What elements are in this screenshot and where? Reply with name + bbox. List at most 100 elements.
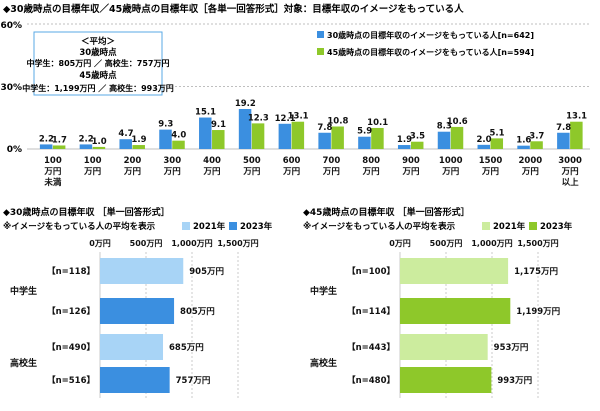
hbar-value-label: 1,199万円 <box>516 307 560 317</box>
bar-45 <box>92 146 106 149</box>
bar-30 <box>238 109 252 149</box>
bar-value-label: 3.5 <box>410 132 425 142</box>
bar-45 <box>212 130 225 149</box>
note-line: ＜平均＞ <box>81 36 115 47</box>
top-chart-title: ◆30歳時点の目標年収／45歳時点の目標年収［各単一回答形式］対象：目標年収のイ… <box>3 3 464 15</box>
bar-30 <box>477 144 491 149</box>
row-n-label: 【n=480】 <box>347 375 395 386</box>
hbar-2021 <box>400 258 509 284</box>
hbar-2021 <box>100 334 164 360</box>
bar-value-label: 9.1 <box>211 120 226 130</box>
note-line: 45歳時点 <box>79 70 117 81</box>
legend-label-30: 30歳時点の目標年収のイメージをもっている人[n=642] <box>327 30 534 40</box>
note-line: 中学生：1,199万円 ／ 高校生：993万円 <box>22 83 174 93</box>
br-chart-title: ◆45歳時点の目標年収 ［単一回答形式］ <box>303 206 470 218</box>
br-chart: 0万円 500万円 1,000万円 1,500万円 1,175万円 【n=100】 1,19… <box>310 239 560 398</box>
bar-45 <box>450 126 464 149</box>
category-label: 300 <box>163 156 181 166</box>
bar-45 <box>291 121 305 149</box>
category-label: 100 <box>44 156 62 166</box>
group-label: 高校生 <box>310 357 337 369</box>
row-n-label: 【n=126】 <box>47 306 95 317</box>
bar-value-label: 15.1 <box>195 108 216 118</box>
bar-value-label: 12.3 <box>248 113 269 123</box>
bar-30 <box>397 145 411 149</box>
bar-value-label: 13.1 <box>566 112 587 122</box>
bar-30 <box>79 144 93 149</box>
hbar-value-label: 1,175万円 <box>514 267 558 277</box>
bl-chart: 0万円 500万円 1,000万円 1,500万円905万円【n=118】805万円【… <box>10 239 259 398</box>
hbar-value-label: 757万円 <box>176 376 211 386</box>
x-tick-label: 0万円 <box>89 239 111 248</box>
bar-value-label: 10.8 <box>327 117 348 127</box>
category-label: 万円 <box>242 167 260 177</box>
bl-legend-swatch-2023 <box>229 222 237 230</box>
category-label: 万円 <box>521 167 539 177</box>
category-label: 600 <box>283 156 301 166</box>
category-label: 万円 <box>203 167 221 177</box>
category-label: 500 <box>243 156 261 166</box>
bar-value-label: 1.9 <box>397 135 412 145</box>
category-label: 万円 <box>441 167 459 177</box>
hbar-2021 <box>100 258 184 284</box>
bl-legend-2023: 2023年 <box>240 221 273 232</box>
y-tick-label: 30% <box>0 83 22 93</box>
bar-value-label: 4.7 <box>118 129 133 139</box>
legend-label-45: 45歳時点の目標年収のイメージをもっている人[n=594] <box>327 47 534 57</box>
bar-30 <box>557 132 570 149</box>
bar-30 <box>159 129 172 149</box>
bar-45 <box>490 138 504 149</box>
bar-30 <box>119 139 132 149</box>
bar-30 <box>278 123 292 149</box>
bar-45 <box>410 141 424 149</box>
bar-value-label: 1.7 <box>52 135 67 145</box>
bar-value-label: 4.0 <box>171 131 186 141</box>
bar-value-label: 12.1 <box>275 114 296 124</box>
hbar-2021 <box>400 334 488 360</box>
bar-30 <box>517 145 530 149</box>
y-tick-label: 60% <box>0 21 22 31</box>
bar-value-label: 5.1 <box>490 128 505 138</box>
category-label: 万円 <box>83 167 101 177</box>
bar-45 <box>570 121 583 149</box>
note-line: 30歳時点 <box>79 47 117 58</box>
row-n-label: 【n=443】 <box>347 342 395 353</box>
category-label: 万円 <box>322 167 340 177</box>
bar-45 <box>331 126 344 149</box>
row-n-label: 【n=118】 <box>47 266 95 277</box>
bar-45 <box>172 140 185 149</box>
br-legend-2023: 2023年 <box>540 221 573 232</box>
category-label: 400 <box>203 156 221 166</box>
top-bars <box>39 109 583 149</box>
bl-legend-swatch-2021 <box>182 222 190 230</box>
bar-value-label: 2.2 <box>39 134 54 144</box>
br-legend-2021: 2021年 <box>493 221 526 232</box>
top-value-labels: 2.21.7 2.21.04.71.99.34.015.19.119.212.3 1… <box>39 99 587 147</box>
category-label: 100 <box>84 156 102 166</box>
category-label: 800 <box>362 156 380 166</box>
average-note-box <box>33 31 163 96</box>
br-legend-swatch-2021 <box>482 222 490 230</box>
bar-45 <box>52 145 66 149</box>
category-label: 2000 <box>518 156 542 166</box>
row-n-label: 【n=100】 <box>347 266 395 277</box>
row-n-label: 【n=490】 <box>47 342 95 353</box>
bar-value-label: 1.0 <box>92 137 107 147</box>
category-label: 万円 <box>163 167 181 177</box>
bar-30 <box>199 117 212 149</box>
category-label: 万円 <box>561 167 579 177</box>
bar-value-label: 1.6 <box>516 136 531 146</box>
x-tick-label: 1,500万円 <box>517 239 558 248</box>
hbar-2023 <box>100 367 170 393</box>
category-label: 1500 <box>479 156 503 166</box>
category-label: 万円 <box>481 167 499 177</box>
bar-30 <box>437 131 451 149</box>
bar-45 <box>251 123 265 149</box>
category-label: 未満 <box>43 177 62 188</box>
bar-value-label: 5.9 <box>357 127 372 137</box>
bar-value-label: 7.8 <box>556 123 571 133</box>
bar-value-label: 7.8 <box>317 123 332 133</box>
x-tick-label: 1,500万円 <box>217 239 258 248</box>
legend-swatch-30 <box>317 31 324 38</box>
